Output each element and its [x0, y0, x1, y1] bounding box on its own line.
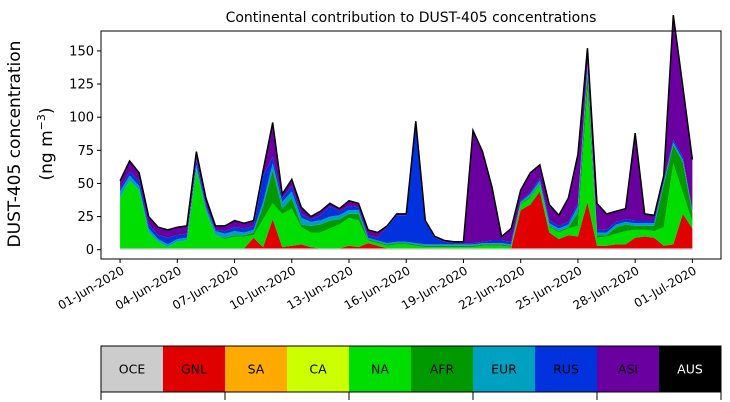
- legend-label-asi: ASI: [618, 362, 638, 377]
- y-axis-label: DUST-405 concentration: [5, 41, 25, 248]
- total-line: [119, 14, 694, 243]
- area-gnl: [120, 191, 693, 249]
- legend-label-sa: SA: [248, 362, 265, 377]
- legend-swatch-eur: [473, 346, 535, 392]
- legend-label-ca: CA: [309, 362, 327, 377]
- y-tick-label: 50: [77, 177, 94, 192]
- legend-label-na: NA: [371, 362, 389, 377]
- legend-swatch-aus: [659, 346, 721, 392]
- legend-label-eur: EUR: [491, 362, 517, 377]
- legend-label-gnl: GNL: [181, 362, 207, 377]
- legend-label-aus: AUS: [677, 362, 703, 377]
- legend-swatch-na: [349, 346, 411, 392]
- legend-swatch-oce: [101, 346, 163, 392]
- legend-frame: [100, 345, 722, 393]
- legend-label-rus: RUS: [553, 362, 579, 377]
- x-axis: 01-Jun-202004-Jun-202007-Jun-202010-Jun-…: [56, 259, 699, 313]
- area-na: [120, 89, 693, 249]
- y-tick-label: 75: [77, 144, 94, 159]
- y-axis-label-units: (ng m−3): [35, 107, 57, 180]
- chart-title: Continental contribution to DUST-405 con…: [226, 10, 597, 26]
- legend-label-afr: AFR: [430, 362, 455, 377]
- area-eur: [120, 66, 693, 248]
- legend-swatch-gnl: [163, 346, 225, 392]
- y-tick-label: 0: [86, 243, 94, 258]
- legend-swatch-asi: [597, 346, 659, 392]
- area-rus: [120, 64, 693, 245]
- y-tick-label: 100: [69, 111, 94, 126]
- plot-frame: [100, 30, 722, 260]
- area-afr: [120, 73, 693, 248]
- legend-label-oce: OCE: [119, 362, 146, 377]
- y-axis-label-line1: DUST-405 concentration: [5, 41, 25, 248]
- legend-swatch-rus: [535, 346, 597, 392]
- legend-swatch-ca: [287, 346, 349, 392]
- legend-color-bar: OCE GNL SA CA NA AFR EUR RUS ASI AUS: [100, 345, 722, 400]
- stacked-areas: [120, 15, 693, 250]
- area-oce: [120, 248, 693, 250]
- y-tick-label: 125: [69, 78, 94, 93]
- x-tick-label: 01-Jul-2020: [632, 263, 699, 310]
- legend-swatch-sa: [225, 346, 287, 392]
- y-axis: 0 25 50 75 100 125 150: [69, 44, 101, 258]
- legend-swatch-afr: [411, 346, 473, 392]
- area-asi: [120, 15, 693, 244]
- y-tick-label: 25: [77, 210, 94, 225]
- y-tick-label: 150: [69, 44, 94, 59]
